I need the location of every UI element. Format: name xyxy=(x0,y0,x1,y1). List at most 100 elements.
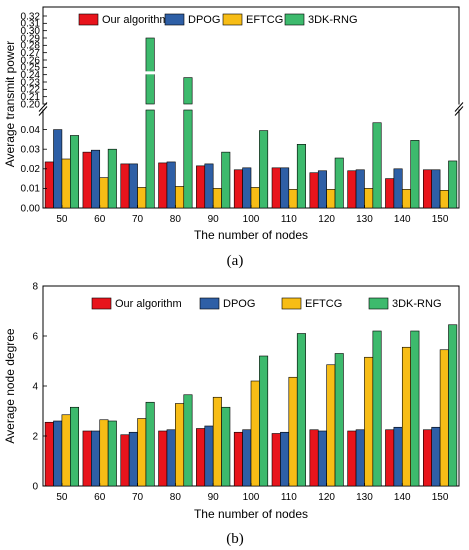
bar xyxy=(62,415,70,486)
bar xyxy=(243,430,251,486)
x-tick-label: 150 xyxy=(432,492,449,503)
bar xyxy=(423,170,431,208)
x-tick-label: 130 xyxy=(356,492,373,503)
y-tick-label: 0.00 xyxy=(21,203,41,214)
legend-label: DPOG xyxy=(188,14,220,26)
legend-label: 3DK-RNG xyxy=(308,14,358,26)
bar xyxy=(310,173,318,208)
bar xyxy=(129,164,137,208)
bar xyxy=(70,407,78,486)
bar xyxy=(280,432,288,486)
bar xyxy=(297,334,305,487)
bar xyxy=(184,78,192,104)
bar xyxy=(175,404,183,487)
legend-label: 3DK-RNG xyxy=(392,298,442,310)
x-tick-label: 110 xyxy=(281,492,297,503)
bar xyxy=(146,402,154,486)
bar xyxy=(373,331,381,486)
bar xyxy=(146,110,154,208)
bar xyxy=(259,131,267,208)
y-tick-label: 6 xyxy=(32,332,38,343)
bar xyxy=(83,152,91,208)
bar xyxy=(108,421,116,486)
bar xyxy=(62,159,70,208)
legend-label: EFTCG xyxy=(246,14,283,26)
bar xyxy=(411,140,419,208)
x-tick-label: 150 xyxy=(432,214,449,225)
bar xyxy=(213,188,221,208)
bar xyxy=(70,135,78,208)
bar xyxy=(100,420,108,486)
bar xyxy=(121,164,129,208)
legend-swatch xyxy=(223,14,242,25)
x-tick-label: 80 xyxy=(170,492,182,503)
y-tick-label: 0.32 xyxy=(21,11,41,22)
legend-label: Our algorithm xyxy=(115,298,182,310)
bar xyxy=(54,421,62,486)
legend-label: EFTCG xyxy=(305,298,342,310)
x-tick-label: 50 xyxy=(56,214,68,225)
bar xyxy=(348,431,356,486)
bar xyxy=(167,162,175,208)
y-tick-label: 8 xyxy=(32,282,38,293)
bar xyxy=(243,168,251,208)
chart-panel-b: 506070809010011012013014015002468Our alg… xyxy=(3,282,459,548)
bar xyxy=(440,350,448,486)
legend-label: DPOG xyxy=(223,298,255,310)
x-tick-label: 140 xyxy=(394,492,411,503)
bar xyxy=(280,168,288,208)
x-tick-label: 90 xyxy=(208,492,220,503)
bar xyxy=(440,190,448,208)
bar xyxy=(54,130,62,208)
bar xyxy=(432,427,440,486)
bar xyxy=(91,150,99,208)
bar xyxy=(310,430,318,486)
bar xyxy=(167,430,175,486)
bar xyxy=(448,325,456,486)
bar xyxy=(364,188,372,208)
bar xyxy=(222,152,230,208)
legend-swatch xyxy=(200,298,219,309)
bar xyxy=(175,186,183,208)
bar xyxy=(129,432,137,486)
x-tick-label: 130 xyxy=(356,214,373,225)
bar xyxy=(318,431,326,486)
bar xyxy=(159,431,167,486)
bar xyxy=(356,170,364,208)
bar xyxy=(159,163,167,208)
x-tick-label: 80 xyxy=(170,214,182,225)
bar xyxy=(289,189,297,208)
y-tick-label: 4 xyxy=(32,382,38,393)
bar xyxy=(272,168,280,208)
y-tick-label: 2 xyxy=(32,432,38,443)
bar xyxy=(108,149,116,208)
bar xyxy=(121,435,129,486)
bar xyxy=(100,178,108,208)
x-tick-label: 100 xyxy=(243,492,260,503)
bar xyxy=(83,431,91,486)
bar xyxy=(402,347,410,486)
x-tick-label: 120 xyxy=(318,214,335,225)
bar xyxy=(138,187,146,208)
x-tick-label: 70 xyxy=(132,492,144,503)
legend-swatch xyxy=(282,298,301,309)
x-tick-label: 70 xyxy=(132,214,144,225)
y-tick-label: 0.04 xyxy=(21,125,41,136)
y-tick-label: 0.02 xyxy=(21,164,41,175)
bar xyxy=(272,434,280,487)
x-axis-title: The number of nodes xyxy=(194,228,308,242)
y-tick-label: 0.03 xyxy=(21,145,41,156)
bar xyxy=(251,381,259,486)
bar xyxy=(213,397,221,486)
bar xyxy=(184,110,192,208)
bar xyxy=(394,427,402,486)
x-tick-label: 60 xyxy=(94,214,106,225)
bar xyxy=(385,179,393,208)
bar xyxy=(146,38,154,104)
bar xyxy=(138,419,146,487)
x-tick-label: 90 xyxy=(208,214,220,225)
axis-break-gap xyxy=(40,105,462,110)
bar xyxy=(373,123,381,208)
y-tick-label: 0.01 xyxy=(21,184,41,195)
bar xyxy=(222,407,230,486)
